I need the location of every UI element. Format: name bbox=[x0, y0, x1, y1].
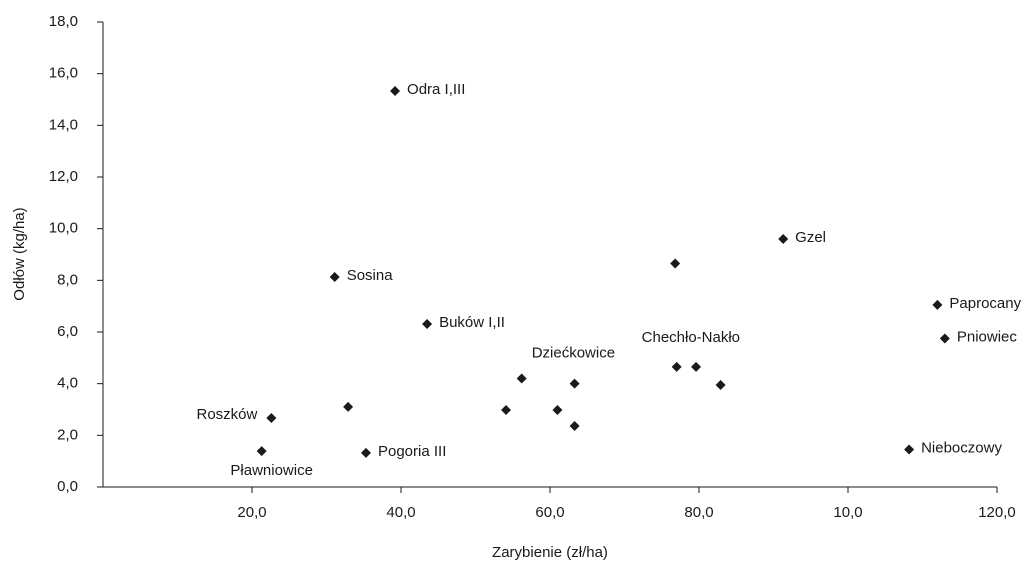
point bbox=[691, 361, 702, 372]
y-tick-label: 2,0 bbox=[57, 426, 78, 443]
point-label: Pogoria III bbox=[378, 443, 446, 460]
y-axis-label: Odłów (kg/ha) bbox=[11, 207, 28, 300]
point bbox=[939, 333, 950, 344]
point-label: Pławniowice bbox=[230, 462, 313, 479]
point bbox=[343, 401, 354, 412]
point bbox=[932, 299, 943, 310]
y-tick-label: 0,0 bbox=[57, 478, 78, 495]
y-tick-label: 14,0 bbox=[49, 116, 78, 133]
point-label: Gzel bbox=[795, 229, 826, 246]
y-tick-label: 18,0 bbox=[49, 13, 78, 30]
x-tick-label: 20,0 bbox=[237, 504, 266, 521]
x-tick-label: 80,0 bbox=[684, 504, 713, 521]
point bbox=[390, 85, 401, 96]
point-label: Paprocany bbox=[949, 295, 1021, 312]
point bbox=[256, 446, 267, 457]
point-label: Chechło-Nakło bbox=[642, 329, 740, 346]
point bbox=[552, 405, 563, 416]
point bbox=[569, 378, 580, 389]
x-axis-label: Zarybienie (zł/ha) bbox=[492, 544, 608, 561]
point bbox=[422, 318, 433, 329]
point-label: Roszków bbox=[197, 406, 258, 423]
point bbox=[360, 447, 371, 458]
point bbox=[670, 258, 681, 269]
y-tick-label: 10,0 bbox=[49, 220, 78, 237]
point-label: Sosina bbox=[347, 267, 394, 284]
y-tick-label: 6,0 bbox=[57, 323, 78, 340]
point bbox=[501, 405, 512, 416]
y-tick-label: 4,0 bbox=[57, 375, 78, 392]
point-label: Buków I,II bbox=[439, 314, 505, 331]
point-label: Dziećkowice bbox=[532, 344, 615, 361]
point-label: Odra I,III bbox=[407, 81, 465, 98]
y-tick-label: 16,0 bbox=[49, 65, 78, 82]
x-tick-label: 40,0 bbox=[386, 504, 415, 521]
y-tick-label: 12,0 bbox=[49, 168, 78, 185]
point bbox=[671, 361, 682, 372]
point-label: Nieboczowy bbox=[921, 440, 1002, 457]
point bbox=[778, 234, 789, 244]
point bbox=[266, 413, 277, 424]
point-label: Pniowiec bbox=[957, 328, 1018, 345]
y-tick-label: 8,0 bbox=[57, 271, 78, 288]
point bbox=[904, 444, 915, 455]
x-tick-label: 120,0 bbox=[978, 504, 1016, 521]
x-tick-label: 10,0 bbox=[833, 504, 862, 521]
point bbox=[569, 421, 580, 432]
point bbox=[516, 373, 527, 384]
x-tick-label: 60,0 bbox=[535, 504, 564, 521]
point bbox=[715, 379, 726, 390]
point bbox=[329, 271, 340, 282]
